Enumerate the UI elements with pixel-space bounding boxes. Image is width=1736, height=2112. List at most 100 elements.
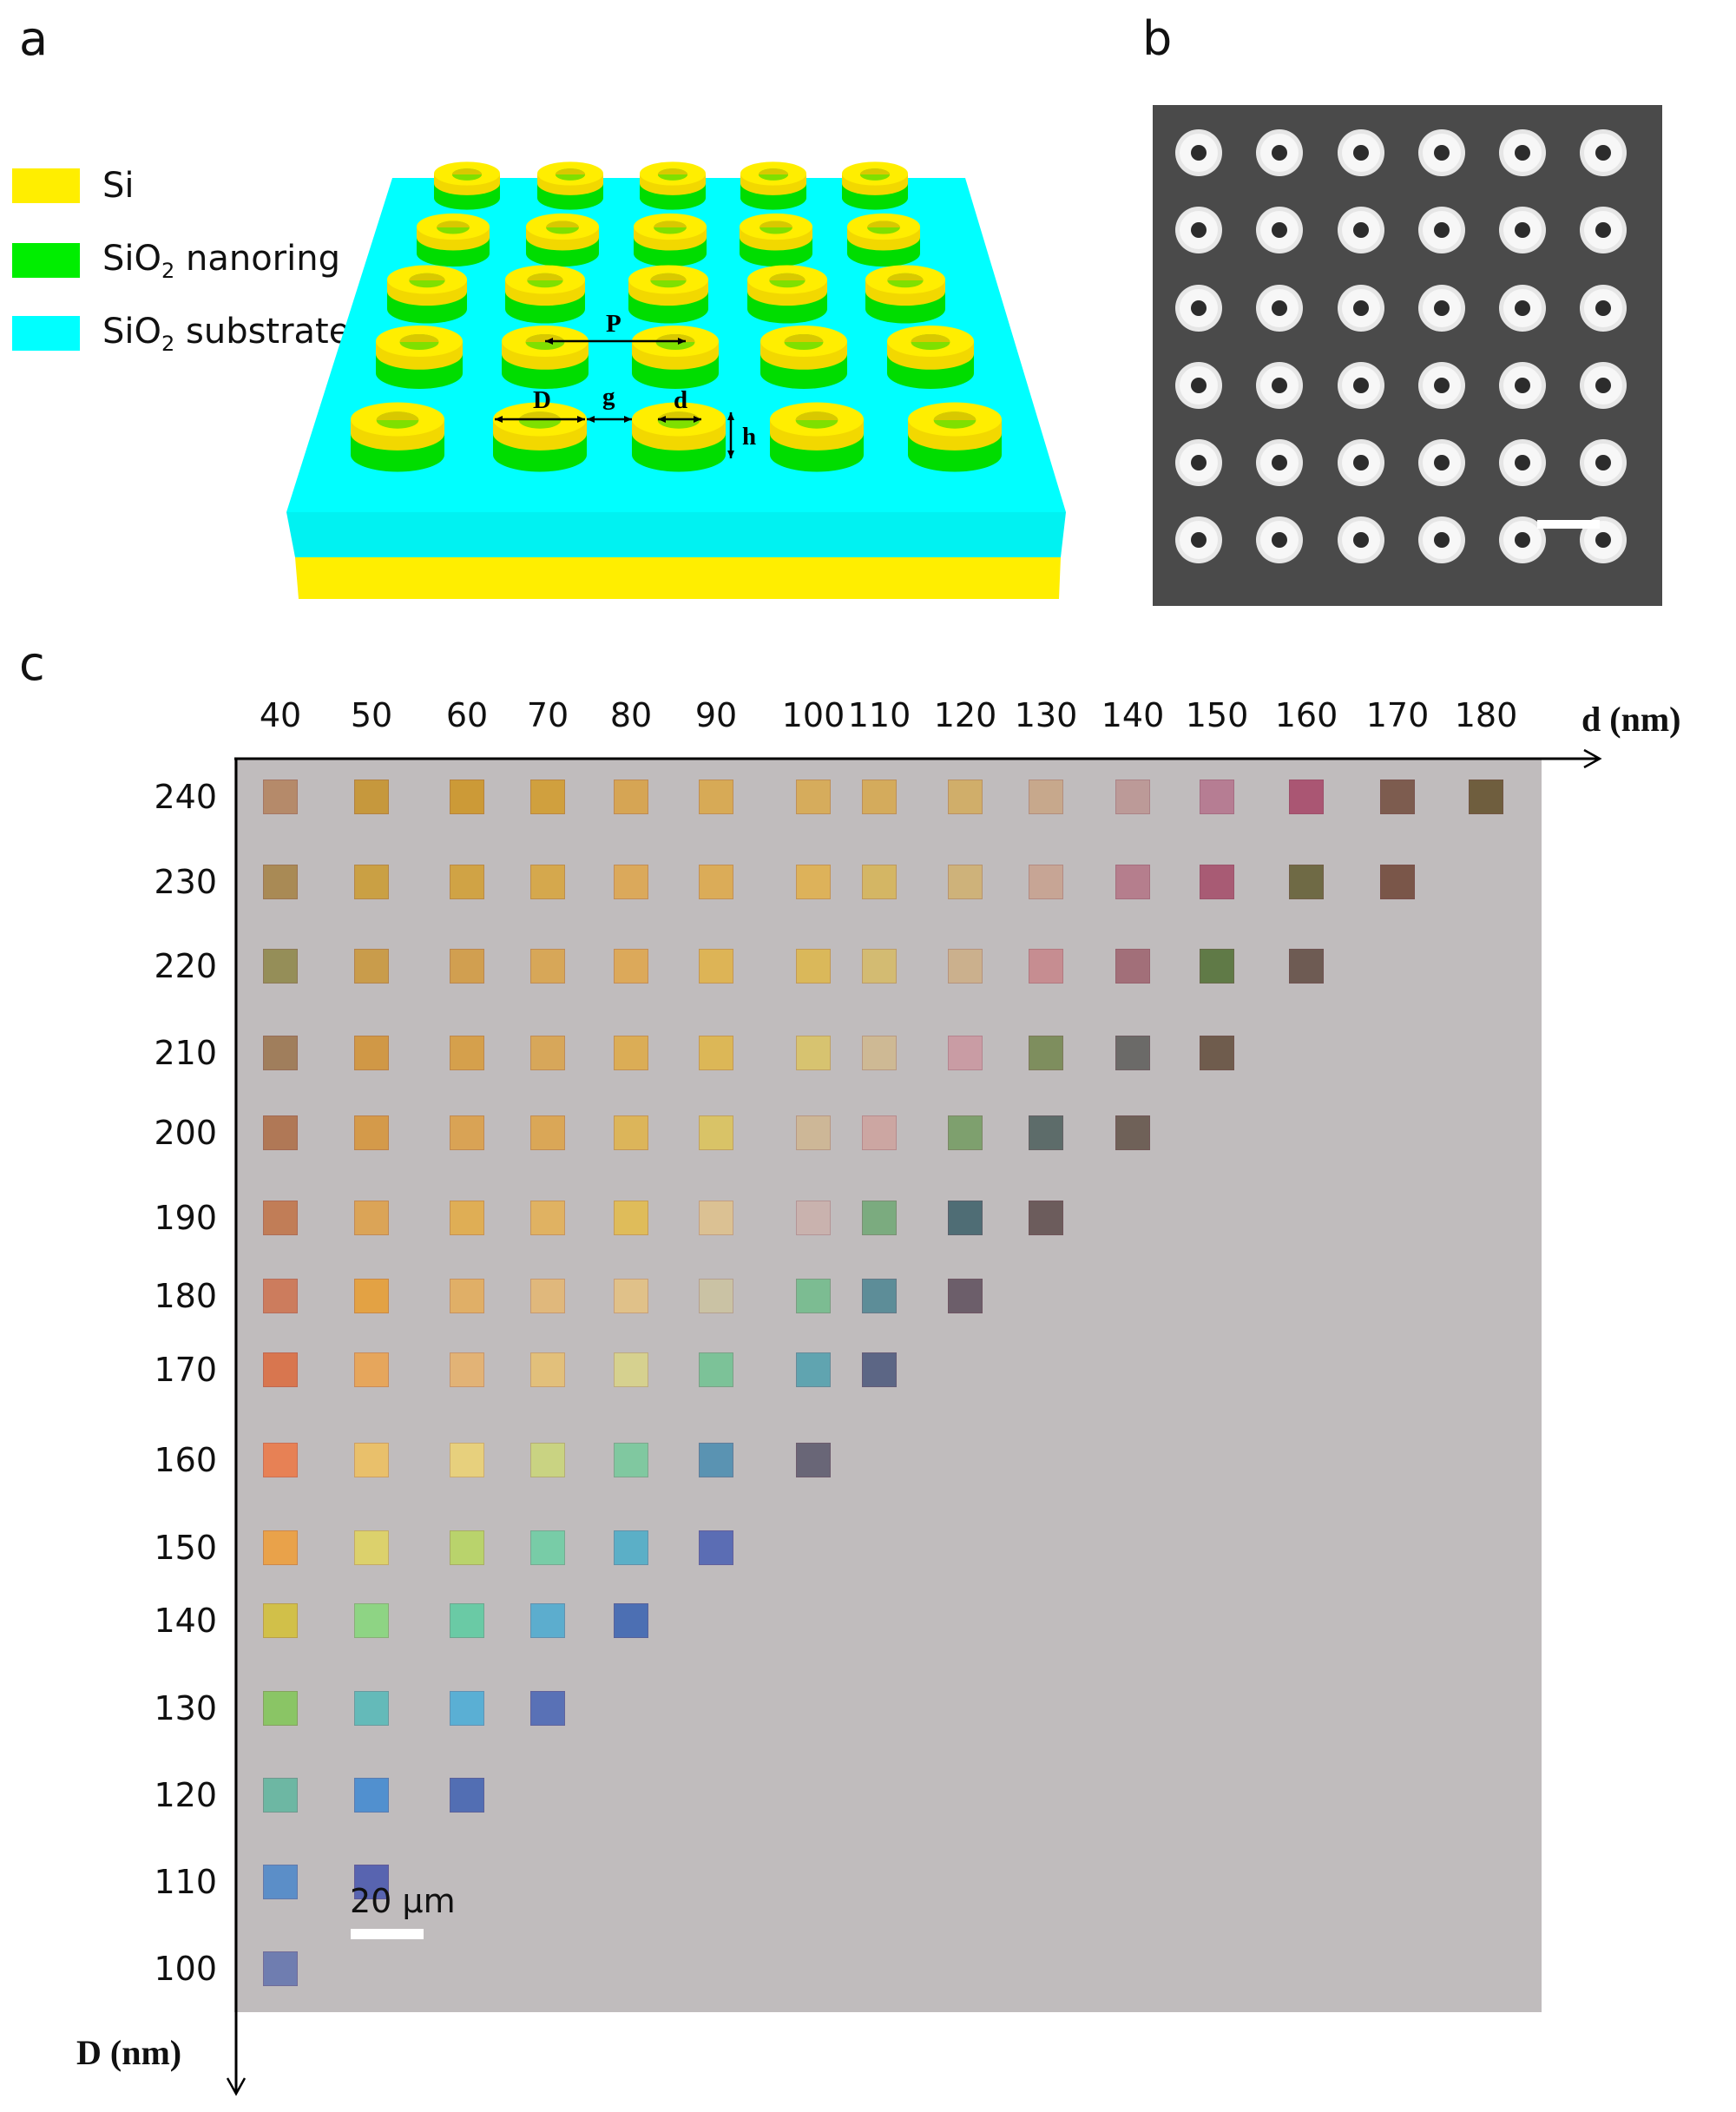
color-pixel-cell xyxy=(263,1115,298,1150)
color-pixel-cell xyxy=(862,865,897,899)
sem-nanoring-hole xyxy=(1191,378,1207,393)
color-pixel-cell xyxy=(1200,1036,1234,1070)
sem-nanoring-hole xyxy=(1515,145,1530,161)
legend-item-si: Si xyxy=(12,166,135,206)
y-tick-label: 130 xyxy=(154,1689,217,1727)
nanoring xyxy=(376,326,463,389)
color-pixel-cell xyxy=(699,780,733,814)
nanoring-hole-shadow xyxy=(867,220,900,227)
sem-nanoring-hole xyxy=(1515,455,1530,470)
sem-image xyxy=(1153,105,1662,606)
color-pixel-cell xyxy=(1115,865,1150,899)
sem-nanoring-hole xyxy=(1191,455,1207,470)
color-palette-micrograph: 20 μm xyxy=(234,759,1542,2012)
color-pixel-cell xyxy=(796,1036,831,1070)
color-pixel-cell xyxy=(1029,1201,1063,1235)
nanoring-hole-shadow xyxy=(784,334,824,342)
sem-nanoring-hole xyxy=(1595,145,1611,161)
color-pixel-cell xyxy=(614,1530,648,1565)
legend-swatch-substrate xyxy=(12,316,80,351)
color-pixel-cell xyxy=(354,1352,389,1387)
sem-nanoring-hole xyxy=(1434,145,1450,161)
x-tick-label: 120 xyxy=(933,696,997,734)
y-tick-label: 170 xyxy=(154,1351,217,1389)
color-pixel-cell xyxy=(1029,949,1063,984)
sem-nanoring-hole xyxy=(1353,222,1369,238)
color-pixel-cell xyxy=(1115,1036,1150,1070)
nanoring xyxy=(505,265,585,324)
color-pixel-cell xyxy=(1200,949,1234,984)
nanoring xyxy=(628,265,708,324)
color-pixel-cell xyxy=(614,1115,648,1150)
nanoring-hole-shadow xyxy=(555,168,586,174)
sem-nanoring-hole xyxy=(1434,532,1450,548)
nanoring-hole-shadow xyxy=(911,334,950,342)
y-tick-label: 140 xyxy=(154,1602,217,1640)
sem-nanoring-hole xyxy=(1515,300,1530,316)
legend-rest-substrate: substrate xyxy=(174,311,351,352)
nanoring xyxy=(537,161,603,210)
sem-nanoring-hole xyxy=(1353,532,1369,548)
x-tick-label: 130 xyxy=(1014,696,1078,734)
sem-nanoring-hole xyxy=(1353,378,1369,393)
color-pixel-cell xyxy=(354,1279,389,1313)
x-tick-label: 180 xyxy=(1454,696,1518,734)
color-pixel-cell xyxy=(450,1115,484,1150)
color-pixel-cell xyxy=(263,1603,298,1638)
color-pixel-cell xyxy=(1029,780,1063,814)
color-pixel-cell xyxy=(614,1443,648,1477)
sem-nanoring-hole xyxy=(1515,532,1530,548)
color-pixel-cell xyxy=(1380,780,1415,814)
sem-nanoring-hole xyxy=(1434,222,1450,238)
color-pixel-cell xyxy=(699,949,733,984)
color-pixel-cell xyxy=(948,1036,983,1070)
color-pixel-cell xyxy=(354,1691,389,1726)
color-pixel-cell xyxy=(530,865,565,899)
nanoring xyxy=(740,213,812,267)
sem-nanoring-hole xyxy=(1434,455,1450,470)
sem-nanoring-hole xyxy=(1272,378,1287,393)
y-tick-label: 210 xyxy=(154,1034,217,1072)
color-pixel-cell xyxy=(263,1778,298,1813)
nanoring xyxy=(417,213,490,267)
nanoring-hole-shadow xyxy=(437,220,470,227)
nanoring-hole-shadow xyxy=(376,411,419,420)
nanoring-hole-shadow xyxy=(399,334,439,342)
color-pixel-cell xyxy=(263,1951,298,1986)
color-pixel-cell xyxy=(796,1201,831,1235)
y-tick-label: 110 xyxy=(154,1863,217,1901)
nanoring-hole-shadow xyxy=(760,220,792,227)
sem-nanoring-hole xyxy=(1353,300,1369,316)
color-pixel-cell xyxy=(699,1201,733,1235)
x-tick-label: 110 xyxy=(847,696,911,734)
color-pixel-cell xyxy=(263,1691,298,1726)
y-tick-label: 240 xyxy=(154,778,217,816)
x-tick-label: 90 xyxy=(694,696,738,734)
color-pixel-cell xyxy=(614,1036,648,1070)
color-pixel-cell xyxy=(948,1115,983,1150)
sem-nanoring-hole xyxy=(1191,222,1207,238)
nanoring xyxy=(640,161,706,210)
color-pixel-cell xyxy=(862,1279,897,1313)
color-pixel-cell xyxy=(450,865,484,899)
nanoring xyxy=(634,213,707,267)
color-pixel-cell xyxy=(530,780,565,814)
x-tick-label: 140 xyxy=(1101,696,1165,734)
sem-nanoring-hole xyxy=(1272,532,1287,548)
sem-nanoring-hole xyxy=(1515,378,1530,393)
color-pixel-cell xyxy=(699,1530,733,1565)
color-pixel-cell xyxy=(450,1036,484,1070)
color-pixel-cell xyxy=(530,1115,565,1150)
color-pixel-cell xyxy=(699,1115,733,1150)
nanoring xyxy=(526,213,599,267)
color-pixel-cell xyxy=(530,949,565,984)
color-pixel-cell xyxy=(530,1036,565,1070)
sem-nanoring-hole xyxy=(1595,532,1611,548)
x-tick-label: 150 xyxy=(1185,696,1249,734)
y-tick-label: 120 xyxy=(154,1776,217,1814)
nanoring-hole-shadow xyxy=(933,411,976,420)
color-pixel-cell xyxy=(1115,780,1150,814)
micrograph-scale-label: 20 μm xyxy=(350,1882,456,1920)
legend-label-si: Si xyxy=(102,166,135,206)
